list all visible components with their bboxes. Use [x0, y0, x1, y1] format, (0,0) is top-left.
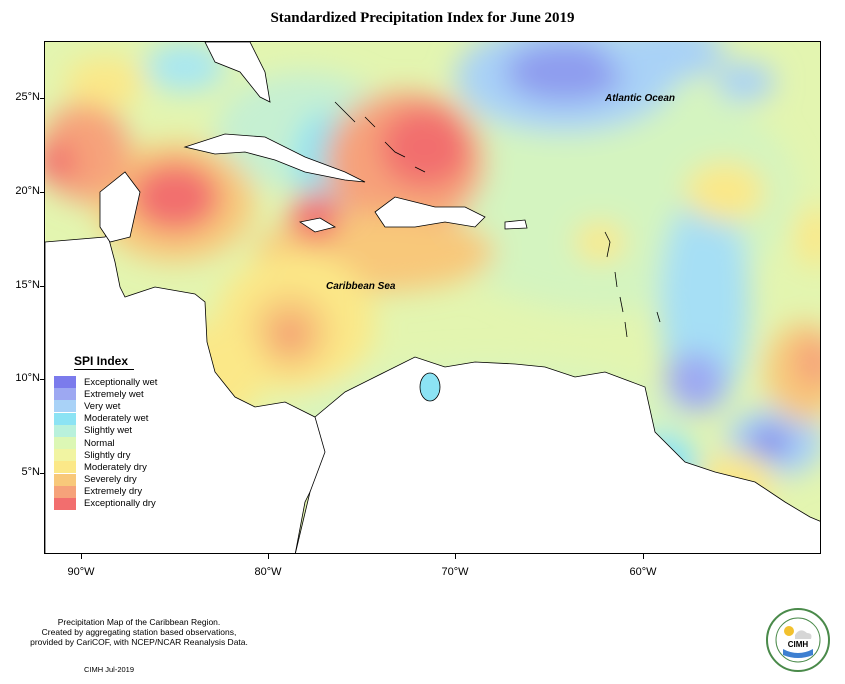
lon-tick-label: 60°W — [629, 566, 657, 578]
lake-maracaibo — [419, 372, 441, 402]
lon-tickmark — [81, 554, 82, 559]
lat-tick-label: 20°N — [15, 185, 40, 197]
legend-swatch — [54, 388, 76, 401]
spi-legend: SPI Index Exceptionally wet Extremely wet… — [54, 352, 157, 510]
legend-swatch — [54, 424, 76, 437]
legend-item: Slightly dry — [54, 449, 157, 462]
logo-text: CIMH — [788, 640, 809, 649]
atlantic-ocean-label: Atlantic Ocean — [605, 93, 676, 104]
lat-tickmark — [40, 286, 45, 287]
legend-item: Exceptionally wet — [54, 376, 158, 389]
legend-item: Severely dry — [54, 473, 157, 486]
land-masses — [45, 42, 820, 553]
legend-swatch — [54, 449, 76, 462]
legend-title: SPI Index — [74, 354, 134, 370]
legend-swatch — [54, 412, 76, 425]
lat-tickmark — [40, 379, 45, 380]
legend-label: Slightly wet — [84, 425, 133, 437]
lat-tickmark — [40, 473, 45, 474]
footer-credit: CIMH Jul-2019 — [84, 665, 135, 674]
lat-tick-label: 15°N — [15, 279, 40, 291]
legend-item: Moderately wet — [54, 412, 157, 425]
legend-swatch — [54, 376, 76, 389]
legend-item: Extremely wet — [54, 388, 157, 401]
lon-tick-label: 70°W — [441, 566, 469, 578]
legend-swatch — [54, 461, 76, 474]
legend-item: Moderately dry — [54, 461, 157, 474]
cimh-logo: CIMH — [765, 607, 831, 673]
lat-tick-label: 25°N — [15, 91, 40, 103]
legend-swatch — [54, 400, 76, 413]
legend-label: Moderately dry — [84, 461, 147, 473]
lat-tickmark — [40, 98, 45, 99]
legend-label: Severely dry — [84, 474, 137, 486]
legend-item: Normal — [54, 437, 157, 450]
legend-label: Slightly dry — [84, 449, 131, 461]
legend-item: Very wet — [54, 400, 157, 413]
footer-line: Created by aggregating station based obs… — [41, 627, 237, 637]
legend-swatch — [54, 485, 76, 498]
map-title: Standardized Precipitation Index for Jun… — [270, 10, 575, 26]
caribbean-sea-label: Caribbean Sea — [326, 281, 396, 292]
cimh-logo-graphic: CIMH — [766, 608, 830, 672]
spi-contours — [45, 42, 820, 512]
legend-item: Extremely dry — [54, 485, 157, 498]
lon-tickmark — [455, 554, 456, 559]
spi-surface — [45, 42, 820, 553]
footer-line: Precipitation Map of the Caribbean Regio… — [57, 617, 221, 627]
legend-rows: Exceptionally wet Extremely wet Very wet Mo… — [54, 376, 157, 510]
footer-note: Precipitation Map of the Caribbean Regio… — [14, 617, 264, 647]
legend-label: Normal — [84, 437, 115, 449]
lat-tick-label: 10°N — [15, 372, 40, 384]
island-outlines — [334, 101, 661, 338]
footer-line: provided by CariCOF, with NCEP/NCAR Rean… — [30, 637, 248, 647]
legend-swatch — [54, 473, 76, 486]
lon-tickmark — [643, 554, 644, 559]
legend-swatch — [54, 437, 76, 450]
lon-tick-label: 90°W — [67, 566, 95, 578]
legend-label: Extremely wet — [84, 388, 144, 400]
lon-tickmark — [268, 554, 269, 559]
spi-map — [44, 41, 821, 554]
legend-label: Exceptionally wet — [84, 376, 158, 388]
legend-item: Exceptionally dry — [54, 497, 157, 510]
legend-label: Moderately wet — [84, 413, 149, 425]
legend-label: Extremely dry — [84, 486, 143, 498]
lat-tick-label: 5°N — [21, 466, 40, 478]
legend-label: Very wet — [84, 400, 121, 412]
lon-tick-label: 80°W — [254, 566, 282, 578]
legend-swatch — [54, 497, 76, 510]
legend-label: Exceptionally dry — [84, 498, 156, 510]
lat-tickmark — [40, 192, 45, 193]
legend-item: Slightly wet — [54, 424, 157, 437]
